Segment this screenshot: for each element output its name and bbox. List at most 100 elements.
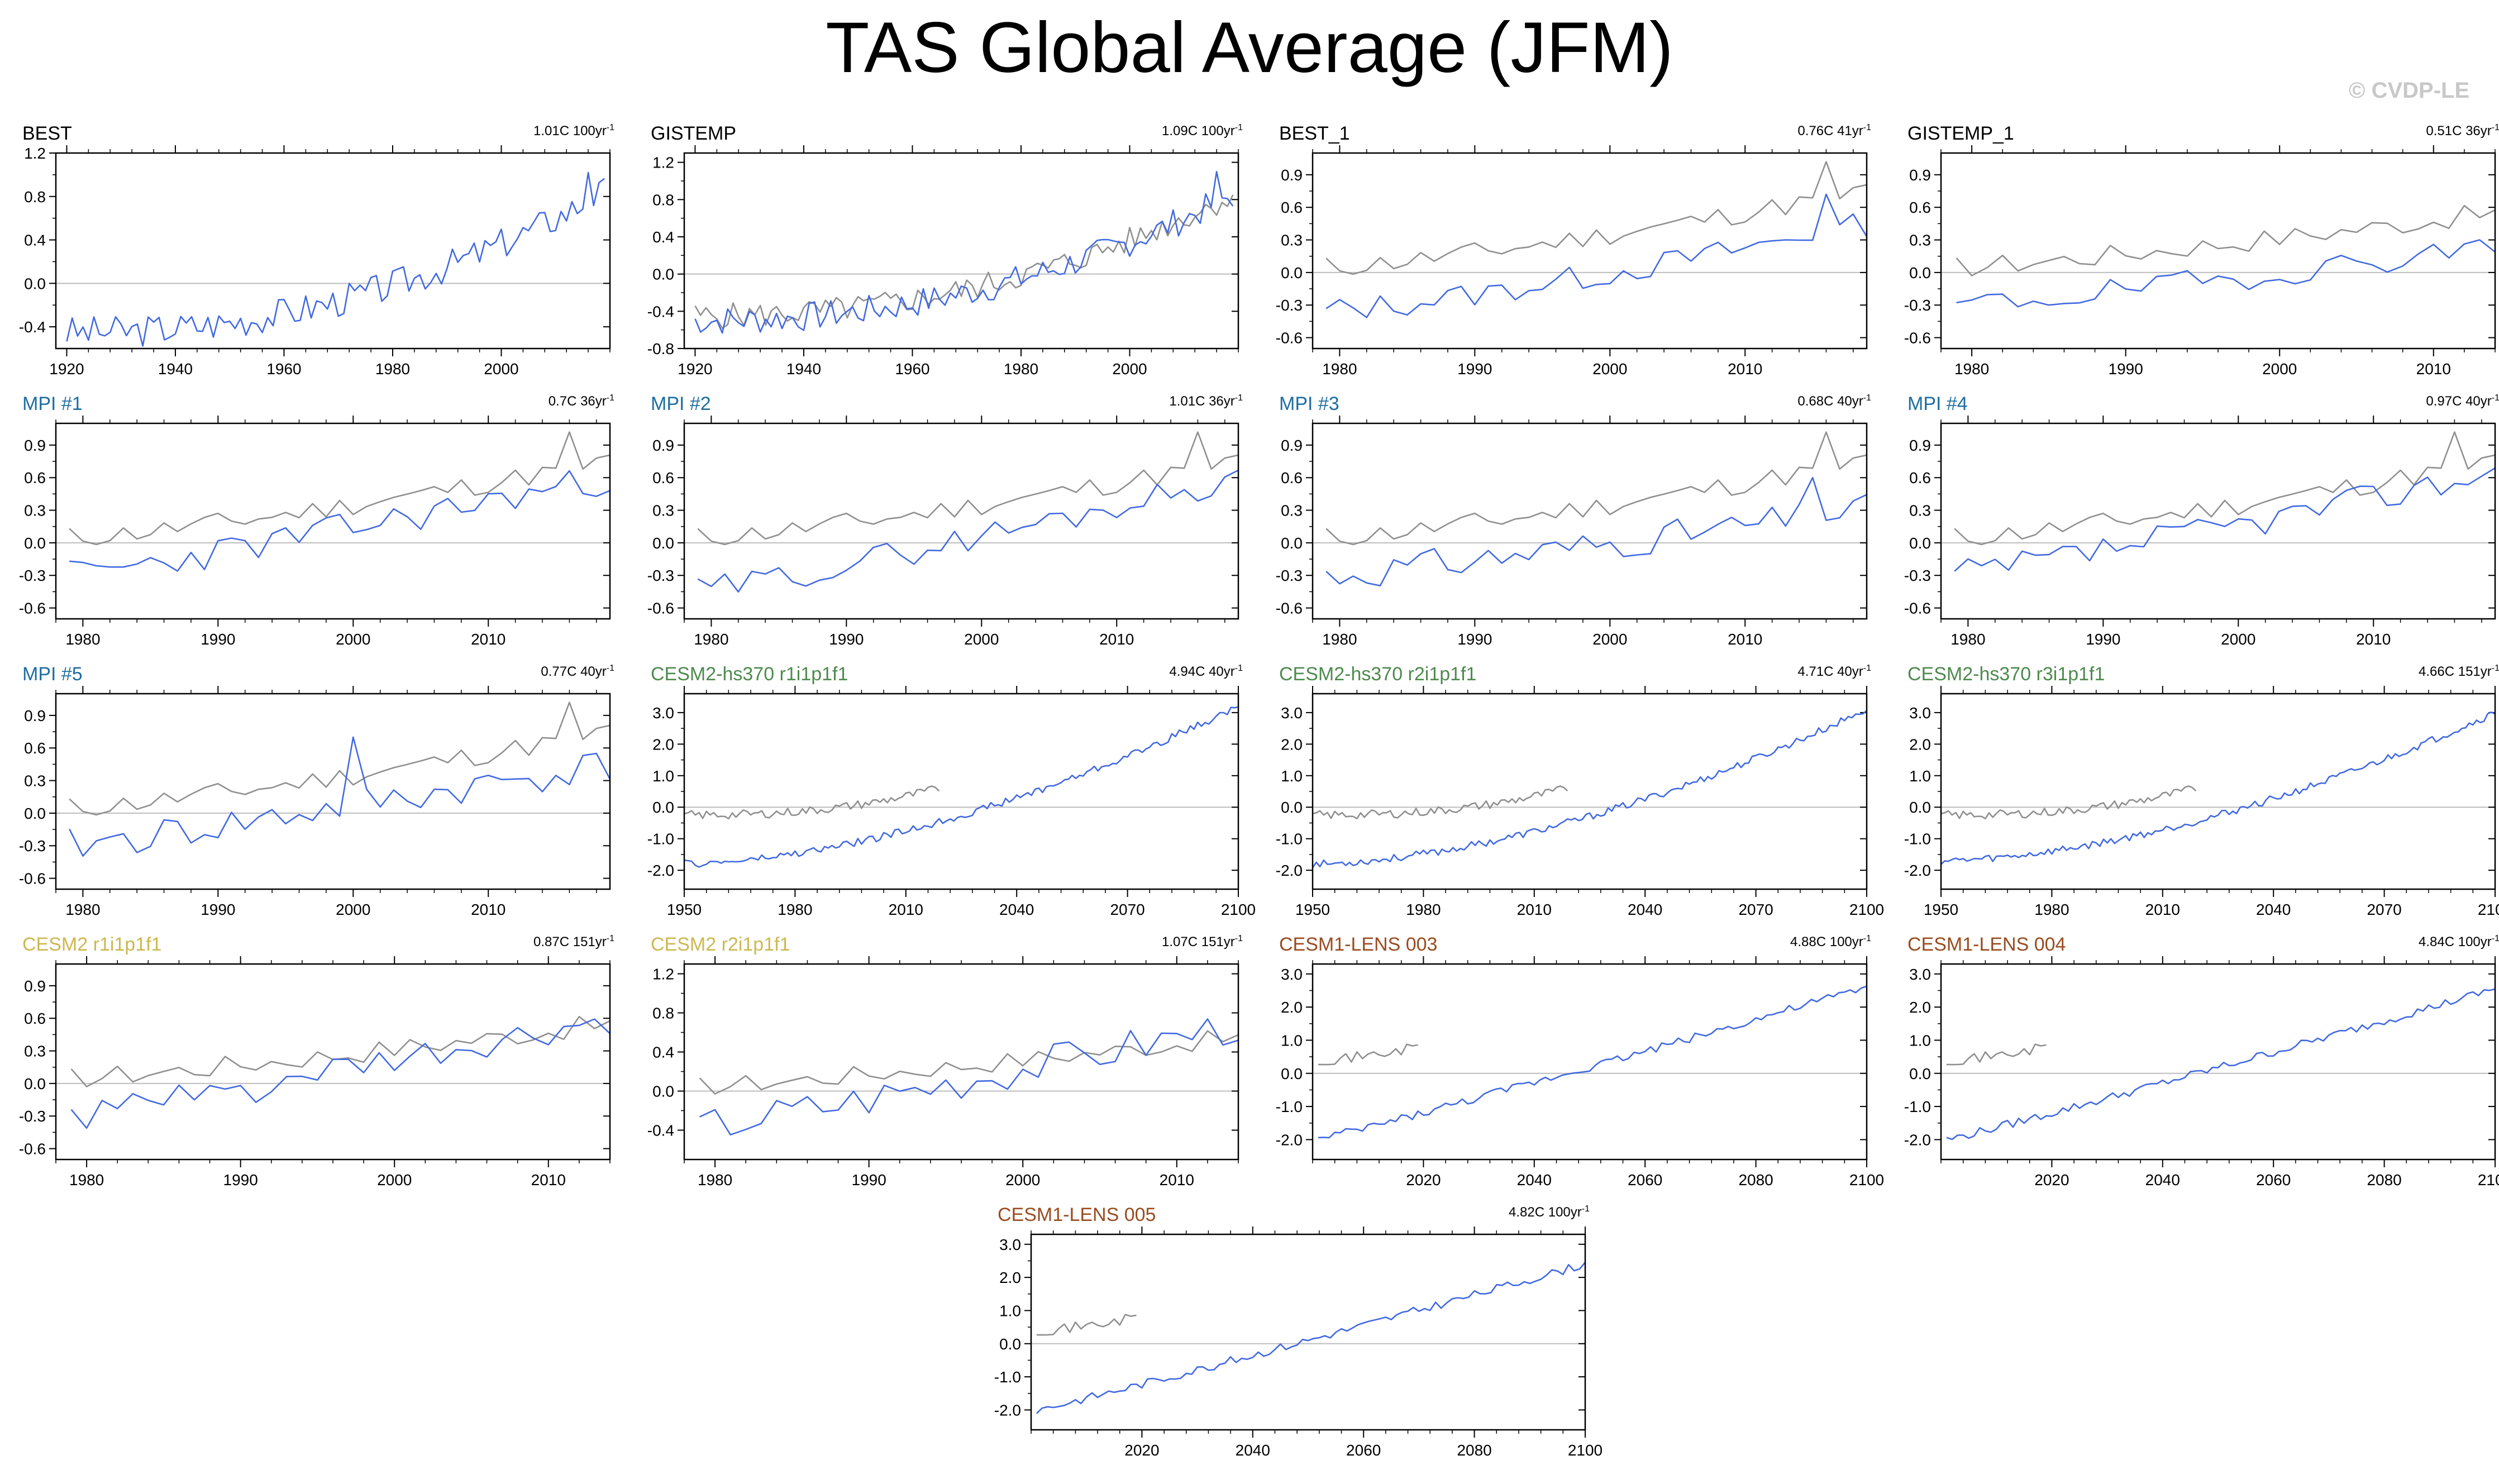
- trend-exponent: -1: [2491, 934, 2499, 943]
- y-tick-label: -1.0: [1276, 831, 1303, 848]
- chart-panel: MPI #4 0.97C 40yr-1 -0.6 -0.3 0.0 0.3 0.6 0.9 19…: [1896, 389, 2499, 648]
- plot-frame: [1312, 422, 1868, 620]
- x-tick-label: 1980: [1322, 631, 1357, 648]
- x-tick-label: 1980: [1950, 631, 1985, 648]
- y-tick-label: -1.0: [1904, 831, 1931, 848]
- trend-value: 1.01C 100yr: [533, 123, 607, 139]
- x-tick-label: 2070: [1110, 901, 1144, 918]
- x-tick-label: 1990: [852, 1171, 886, 1189]
- y-tick-label: -0.3: [19, 837, 46, 855]
- trend-value: 0.51C 36yr: [2426, 123, 2492, 139]
- panel-title: CESM1-LENS 004: [1907, 934, 2066, 955]
- observed-series-line: [1318, 1043, 1418, 1066]
- y-tick-label: -0.3: [1276, 297, 1303, 314]
- y-tick-label: 0.9: [652, 437, 674, 454]
- y-tick-label: 0.8: [24, 188, 46, 206]
- x-tick-label: 2010: [1099, 631, 1134, 648]
- trend-value: 0.77C 40yr: [541, 664, 607, 679]
- model-series-line: [1946, 988, 2496, 1141]
- y-tick-label: 2.0: [999, 1269, 1021, 1286]
- panel-title: CESM2-hs370 r2i1p1f1: [1279, 664, 1477, 685]
- x-tick-label: 2010: [1728, 631, 1762, 648]
- y-tick-label: 0.4: [24, 232, 46, 249]
- x-tick-label: 2000: [377, 1171, 412, 1189]
- y-tick-label: 0.9: [1909, 166, 1931, 184]
- x-tick-label: 1950: [1924, 901, 1958, 918]
- y-tick-label: -1.0: [1904, 1098, 1931, 1115]
- panel-title: CESM1-LENS 005: [998, 1204, 1156, 1225]
- y-tick-label: -1.0: [647, 831, 674, 848]
- observed-series-line: [684, 785, 940, 819]
- chart-panel: BEST 1.01C 100yr-1 -0.4 0.0 0.4 0.8 1.2 1920 194…: [11, 118, 614, 378]
- y-tick-label: 0.9: [1281, 166, 1303, 184]
- x-tick-label: 1980: [698, 1171, 732, 1189]
- x-tick-label: 1990: [201, 631, 235, 648]
- x-tick-label: 2000: [1112, 360, 1147, 378]
- x-tick-label: 2060: [1346, 1442, 1381, 1459]
- x-tick-label: 2000: [1005, 1171, 1040, 1189]
- trend-value: 0.7C 36yr: [548, 394, 607, 409]
- x-tick-label: 1990: [1457, 360, 1492, 378]
- model-series-line: [697, 469, 1239, 593]
- x-tick-label: 2100: [1568, 1442, 1603, 1459]
- x-tick-label: 2010: [889, 901, 923, 918]
- panel-plot: -0.4 0.0 0.4 0.8 1.2 1920 1940 1960 1980 2000: [19, 145, 611, 378]
- y-tick-label: 1.0: [652, 767, 674, 785]
- chart-panel: CESM1-LENS 005 4.82C 100yr-1 -2.0 -1.0 0.0 1.…: [986, 1200, 1603, 1459]
- plot-frame: [1312, 152, 1868, 350]
- x-tick-label: 1920: [678, 360, 712, 378]
- x-tick-label: 2040: [999, 901, 1034, 918]
- y-tick-label: 0.3: [24, 1043, 46, 1060]
- y-tick-label: 0.0: [652, 266, 674, 283]
- x-tick-label: 2040: [1517, 1171, 1552, 1189]
- y-tick-label: 3.0: [1909, 966, 1931, 983]
- observed-series-line: [1312, 785, 1568, 819]
- trend-exponent: -1: [1863, 393, 1871, 403]
- y-tick-label: -0.3: [1904, 567, 1931, 584]
- panel-title: MPI #1: [22, 393, 83, 414]
- y-tick-label: 0.9: [24, 707, 46, 724]
- trend-exponent: -1: [2491, 123, 2499, 132]
- x-tick-label: 1980: [69, 1171, 104, 1189]
- plot-frame: [683, 152, 1239, 350]
- x-tick-label: 2020: [1124, 1442, 1159, 1459]
- y-tick-label: -0.8: [647, 340, 674, 357]
- panel-trend: 1.01C 36yr-1: [1169, 393, 1243, 409]
- y-tick-label: 3.0: [1281, 704, 1303, 722]
- plot-frame: [55, 693, 611, 890]
- trend-value: 0.87C 151yr: [533, 934, 607, 949]
- panel-plot: -2.0 -1.0 0.0 1.0 2.0 3.0 1950 1980 2010 2040 2070…: [1276, 686, 1884, 918]
- trend-value: 1.07C 151yr: [1162, 934, 1235, 949]
- observed-series-line: [70, 1015, 611, 1087]
- model-series-line: [69, 470, 611, 572]
- panel-plot: -0.6 -0.3 0.0 0.3 0.6 0.9 1980 1990 2000 2010: [1276, 145, 1868, 378]
- x-tick-label: 1960: [895, 360, 929, 378]
- panel-plot: -0.6 -0.3 0.0 0.3 0.6 0.9 1980 1990 2000 2010: [19, 416, 611, 648]
- y-tick-label: 0.0: [24, 1075, 46, 1092]
- panel-trend: 4.84C 100yr-1: [2419, 934, 2499, 950]
- observed-series-line: [697, 431, 1239, 546]
- y-tick-label: 0.3: [1909, 502, 1931, 519]
- model-series-line: [1036, 1262, 1586, 1414]
- y-tick-label: 0.6: [652, 469, 674, 486]
- panel-trend: 1.09C 100yr-1: [1162, 123, 1243, 139]
- x-tick-label: 1980: [1322, 360, 1357, 378]
- plot-frame: [1312, 693, 1868, 890]
- chart-panel: CESM2 r2i1p1f1 1.07C 151yr-1 -0.4 0.0 0.4 0.8…: [640, 929, 1243, 1189]
- x-tick-label: 1980: [1406, 901, 1441, 918]
- y-tick-label: 0.0: [1909, 264, 1931, 281]
- x-tick-label: 2000: [964, 631, 999, 648]
- y-tick-label: 2.0: [1909, 999, 1931, 1016]
- y-tick-label: 0.9: [1281, 437, 1303, 454]
- y-tick-label: 0.0: [1909, 535, 1931, 552]
- y-tick-label: 1.2: [652, 966, 674, 983]
- chart-panel: MPI #5 0.77C 40yr-1 -0.6 -0.3 0.0 0.3 0.6 0.9 19…: [11, 659, 614, 918]
- y-tick-label: 1.0: [1281, 767, 1303, 785]
- panel-title: MPI #3: [1279, 393, 1339, 414]
- x-tick-label: 1920: [49, 360, 84, 378]
- panel-trend: 4.66C 151yr-1: [2419, 664, 2499, 680]
- model-series-line: [69, 736, 611, 857]
- panel-trend: 0.76C 41yr-1: [1797, 123, 1871, 139]
- x-tick-label: 2020: [1406, 1171, 1441, 1189]
- x-tick-label: 1980: [65, 901, 100, 918]
